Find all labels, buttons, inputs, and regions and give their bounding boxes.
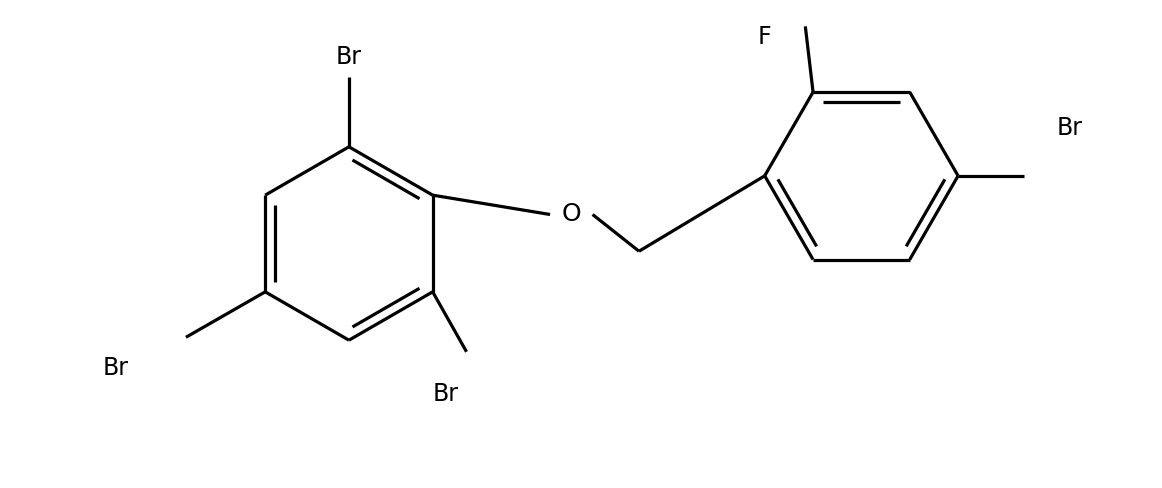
- Text: Br: Br: [336, 44, 361, 68]
- Text: Br: Br: [432, 381, 459, 405]
- Text: O: O: [561, 201, 581, 225]
- Text: Br: Br: [1056, 116, 1083, 140]
- Text: F: F: [758, 25, 772, 49]
- Text: Br: Br: [102, 356, 129, 380]
